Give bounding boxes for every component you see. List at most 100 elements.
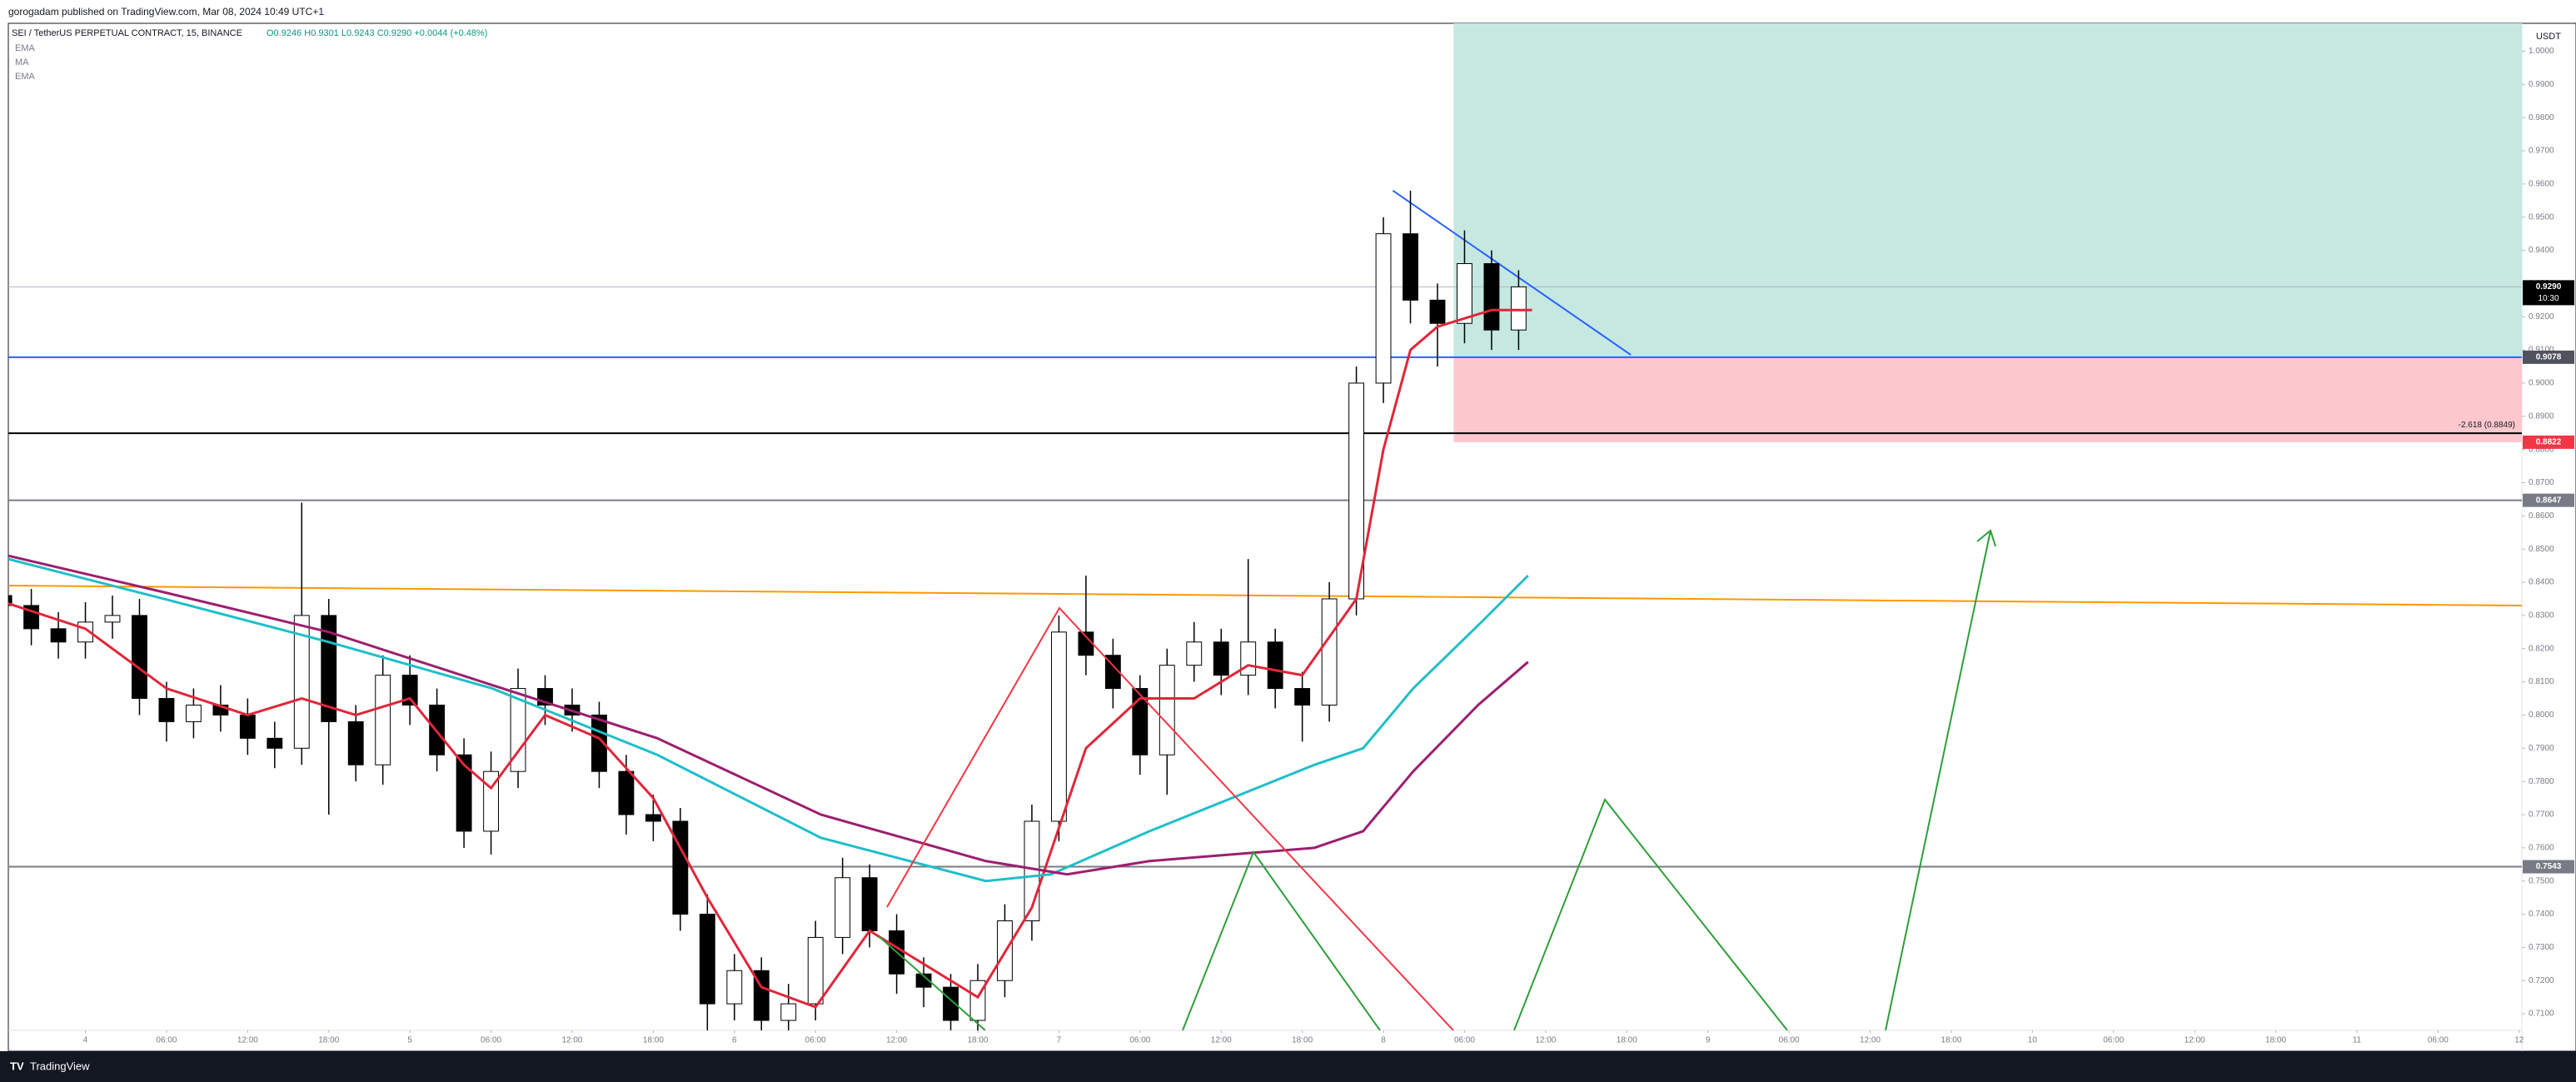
y-tick-label: 0.9100	[2529, 346, 2554, 355]
y-tick-label: 0.8400	[2529, 578, 2554, 587]
x-tick-label: 06:00	[1129, 1036, 1150, 1045]
zigzag-drawing	[1182, 850, 1381, 1030]
zigzag-drawing	[886, 606, 1454, 1030]
x-tick-label: 18:00	[2265, 1036, 2286, 1045]
profit-zone	[1453, 23, 2522, 357]
price-tag-label: 0.9290	[2536, 282, 2562, 292]
stop-tag-label: 0.8822	[2536, 438, 2562, 447]
x-tick-label: 9	[1706, 1036, 1711, 1045]
x-tick-label: 06:00	[2428, 1036, 2449, 1045]
x-tick-label: 12:00	[1860, 1036, 1881, 1045]
price-tag	[2523, 280, 2574, 306]
y-tick-label: 0.7400	[2529, 910, 2554, 919]
x-tick-label: 8	[1381, 1036, 1386, 1045]
price-tag	[2523, 493, 2574, 507]
y-tick-label: 0.8200	[2529, 644, 2554, 653]
candle-body	[375, 675, 391, 765]
candle-body	[1483, 263, 1500, 331]
moving-averages	[8, 308, 1532, 1009]
candle-body	[780, 1003, 797, 1021]
y-tick-label: 0.9000	[2529, 379, 2554, 388]
stop-tag	[2523, 435, 2574, 449]
ohlc-values: O0.9246 H0.9301 L0.9243 C0.9290 +0.0044 …	[267, 28, 487, 38]
y-tick-label: 0.8800	[2529, 445, 2554, 454]
moving-average-line	[8, 557, 1529, 883]
x-tick-label: 10	[2028, 1036, 2038, 1045]
axes: 0.7100 0.7200 0.7300 0.7400 0.7500 0.7600 0.77…	[83, 47, 2574, 1045]
x-tick-label: 12:00	[1535, 1036, 1556, 1045]
y-tick-label: 0.8600	[2529, 511, 2554, 521]
x-tick-label: 18:00	[1941, 1036, 1961, 1045]
x-tick-label: 06:00	[156, 1036, 177, 1045]
candle-body	[50, 628, 67, 643]
candle-body	[8, 595, 12, 606]
legend: SEI / TetherUS PERPETUAL CONTRACT, 15, B…	[12, 28, 487, 82]
y-tick-label: 1.0000	[2529, 47, 2554, 56]
candle-body	[347, 721, 364, 765]
x-tick-label: 6	[732, 1036, 737, 1045]
brand-name: TradingView	[30, 1060, 90, 1072]
currency-label: USDT	[2536, 32, 2561, 42]
candle-body	[1267, 641, 1283, 690]
x-tick-label: 12:00	[2185, 1036, 2205, 1045]
trend-line	[8, 585, 2522, 606]
candle-body	[158, 698, 175, 722]
y-tick-label: 0.9900	[2529, 80, 2554, 89]
candle-body	[456, 754, 472, 832]
x-tick-label: 06:00	[2103, 1036, 2124, 1045]
candle-body	[132, 615, 147, 700]
indicator-name: MA	[15, 57, 29, 67]
y-tick-label: 0.8700	[2529, 478, 2554, 487]
price-tag	[2523, 350, 2574, 364]
x-tick-label: 11	[2353, 1036, 2362, 1045]
x-tick-label: 4	[83, 1036, 88, 1045]
y-tick-label: 0.7800	[2529, 777, 2554, 786]
candle-body	[807, 936, 824, 1005]
y-tick-label: 0.7700	[2529, 810, 2554, 820]
candle-body	[1429, 299, 1446, 324]
candle-body	[1294, 688, 1311, 706]
candle-body	[835, 877, 851, 938]
indicator-name: EMA	[15, 72, 36, 82]
candle-body	[1457, 263, 1472, 324]
x-tick-label: 7	[1057, 1036, 1062, 1045]
zigzag-drawing	[1513, 798, 1788, 1030]
candle-body	[1321, 598, 1338, 706]
candle-body	[185, 704, 202, 722]
candle-body	[510, 688, 526, 772]
y-tick-label: 0.9400	[2529, 246, 2554, 255]
candle-body	[1213, 641, 1229, 676]
x-tick-label: 12	[2514, 1036, 2524, 1045]
moving-average-line	[8, 554, 1529, 876]
candle-body	[672, 820, 689, 915]
candle-body	[645, 814, 661, 822]
candle-body	[1240, 641, 1257, 676]
y-tick-label: 0.9800	[2529, 113, 2554, 122]
y-tick-label: 0.9500	[2529, 212, 2554, 222]
x-tick-label: 12:00	[886, 1036, 907, 1045]
top-bar	[0, 0, 2576, 23]
candle-body	[401, 675, 418, 706]
y-tick-label: 0.9600	[2529, 180, 2554, 189]
symbol-title: SEI / TetherUS PERPETUAL CONTRACT, 15, B…	[12, 28, 242, 38]
x-tick-label: 18:00	[1292, 1036, 1313, 1045]
x-tick-label: 18:00	[1617, 1036, 1637, 1045]
loss-zone	[1453, 357, 2522, 442]
candle-body	[618, 770, 635, 815]
y-tick-label: 0.7900	[2529, 744, 2554, 753]
published-line: gorogadam published on TradingView.com, …	[8, 6, 324, 17]
trend-line	[1392, 190, 1632, 356]
drawings	[878, 529, 1996, 1030]
candle-body	[239, 714, 256, 739]
candle-body	[1510, 286, 1527, 331]
y-tick-label: 0.8000	[2529, 711, 2554, 720]
x-tick-label: 12:00	[237, 1036, 258, 1045]
y-tick-label: 0.7100	[2529, 1010, 2554, 1019]
y-tick-label: 0.8100	[2529, 677, 2554, 686]
y-tick-label: 0.8300	[2529, 611, 2554, 621]
x-tick-label: 12:00	[561, 1036, 582, 1045]
brand-logo: TV	[10, 1060, 24, 1072]
position	[1453, 23, 2522, 442]
x-tick-label: 06:00	[1779, 1036, 1800, 1045]
